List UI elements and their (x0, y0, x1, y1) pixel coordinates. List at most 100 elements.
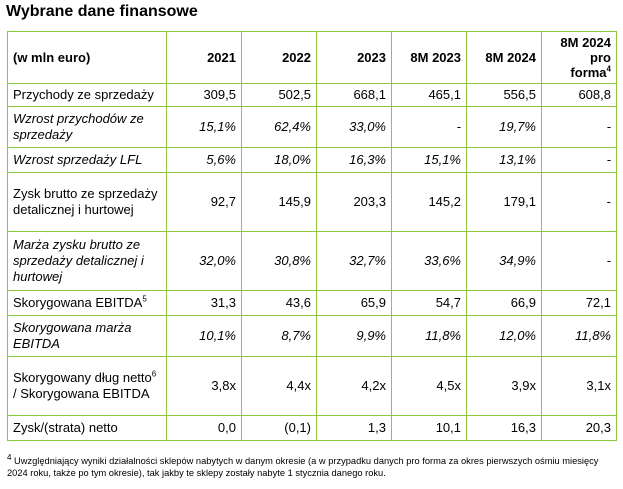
footnote-ref: 6 (151, 369, 157, 379)
table-cell: 0,0 (166, 415, 242, 441)
table-body: Przychody ze sprzedaży 309,5 502,5 668,1 465… (7, 83, 617, 441)
table-cell: 18,0% (241, 147, 317, 173)
row-label-text: Marża zysku brutto ze sprzedaży detalicz… (13, 237, 144, 284)
column-header: 8M 2023 (391, 31, 467, 84)
table-cell: 3,9x (466, 356, 542, 416)
table-cell: 54,7 (391, 290, 467, 316)
row-label-text: Skorygowana EBITDA (13, 295, 143, 310)
column-header-pro-forma: 8M 2024 pro forma4 (541, 31, 617, 84)
table-cell: 92,7 (166, 172, 242, 232)
unit-header: (w mln euro) (7, 31, 167, 84)
row-label-text: Skorygowana marża EBITDA (13, 320, 132, 351)
table-cell: 10,1 (391, 415, 467, 441)
table-row: Wzrost przychodów ze sprzedaży 15,1% 62,4%… (7, 106, 617, 148)
table-cell: 179,1 (466, 172, 542, 232)
column-header: 2022 (241, 31, 317, 84)
table-cell: 12,0% (466, 315, 542, 357)
table-cell: 3,8x (166, 356, 242, 416)
table-cell: 31,3 (166, 290, 242, 316)
table-cell: 32,7% (316, 231, 392, 291)
table-row: Skorygowany dług netto6 / Skorygowana EB… (7, 356, 617, 416)
column-header: 2023 (316, 31, 392, 84)
table-cell: 145,9 (241, 172, 317, 232)
column-header-line1: 8M 2024 (560, 35, 611, 50)
table-cell: 33,0% (316, 106, 392, 148)
table-cell: 9,9% (316, 315, 392, 357)
table-cell: 4,2x (316, 356, 392, 416)
table-header-row: (w mln euro) 2021 2022 2023 8M 2023 8M 2… (7, 31, 617, 84)
row-label: Przychody ze sprzedaży (7, 83, 167, 107)
table-cell: 20,3 (541, 415, 617, 441)
table-cell: 11,8% (541, 315, 617, 357)
table-cell: 15,1% (391, 147, 467, 173)
table-cell: 33,6% (391, 231, 467, 291)
table-cell: 4,4x (241, 356, 317, 416)
table-cell: 8,7% (241, 315, 317, 357)
table-cell: - (541, 147, 617, 173)
column-header: 8M 2024 (466, 31, 542, 84)
table-cell: 556,5 (466, 83, 542, 107)
table-cell: 465,1 (391, 83, 467, 107)
table-cell: 4,5x (391, 356, 467, 416)
row-label: Zysk brutto ze sprzedaży detalicznej i h… (7, 172, 167, 232)
column-header: 2021 (166, 31, 242, 84)
footnote-ref: 4 (606, 64, 611, 74)
table-cell: 30,8% (241, 231, 317, 291)
table-row: Wzrost sprzedaży LFL 5,6% 18,0% 16,3% 15,1% 1… (7, 147, 617, 173)
table-cell: 19,7% (466, 106, 542, 148)
table-cell: 1,3 (316, 415, 392, 441)
table-cell: 66,9 (466, 290, 542, 316)
table-cell: 203,3 (316, 172, 392, 232)
table-row: Skorygowana marża EBITDA 10,1% 8,7% 9,9% 11,… (7, 315, 617, 357)
table-cell: 13,1% (466, 147, 542, 173)
row-label-text: Przychody ze sprzedaży (13, 87, 154, 102)
table-row: Marża zysku brutto ze sprzedaży detalicz… (7, 231, 617, 291)
table-cell: - (541, 106, 617, 148)
table-cell: 16,3% (316, 147, 392, 173)
row-label-text: Zysk brutto ze sprzedaży detalicznej i h… (13, 186, 158, 217)
table-cell: 309,5 (166, 83, 242, 107)
row-label: Skorygowany dług netto6 / Skorygowana EB… (7, 356, 167, 416)
table-cell: 11,8% (391, 315, 467, 357)
table-cell: 15,1% (166, 106, 242, 148)
table-row: Zysk brutto ze sprzedaży detalicznej i h… (7, 172, 617, 232)
table-row: Przychody ze sprzedaży 309,5 502,5 668,1 465… (7, 83, 617, 107)
table-cell: 502,5 (241, 83, 317, 107)
table-cell: - (391, 106, 467, 148)
footnote-ref: 5 (142, 294, 147, 304)
table-cell: 668,1 (316, 83, 392, 107)
table-cell: (0,1) (241, 415, 317, 441)
row-label-text: Wzrost sprzedaży LFL (13, 152, 143, 167)
row-label-tail: / Skorygowana EBITDA (13, 386, 150, 401)
table-cell: 34,9% (466, 231, 542, 291)
row-label: Skorygowana marża EBITDA (7, 315, 167, 357)
row-label: Wzrost sprzedaży LFL (7, 147, 167, 173)
page-title: Wybrane dane finansowe (6, 3, 198, 20)
row-label: Marża zysku brutto ze sprzedaży detalicz… (7, 231, 167, 291)
table-cell: 62,4% (241, 106, 317, 148)
footnote-text: Uwzględniający wyniki działalności sklep… (7, 456, 599, 478)
table-row: Skorygowana EBITDA5 31,3 43,6 65,9 54,7 66,9 7… (7, 290, 617, 316)
table-cell: 145,2 (391, 172, 467, 232)
table-cell: - (541, 231, 617, 291)
table-cell: 10,1% (166, 315, 242, 357)
table-cell: 3,1x (541, 356, 617, 416)
financial-data-table: (w mln euro) 2021 2022 2023 8M 2023 8M 2… (7, 31, 617, 441)
row-label: Skorygowana EBITDA5 (7, 290, 167, 316)
footnote: 4 Uwzględniający wyniki działalności skl… (7, 452, 616, 479)
table-cell: 43,6 (241, 290, 317, 316)
row-label: Zysk/(strata) netto (7, 415, 167, 441)
column-header-line2: pro forma (570, 50, 611, 80)
table-cell: 72,1 (541, 290, 617, 316)
table-cell: 32,0% (166, 231, 242, 291)
row-label-text: Zysk/(strata) netto (13, 420, 118, 435)
table-row: Zysk/(strata) netto 0,0 (0,1) 1,3 10,1 16,3 20… (7, 415, 617, 441)
table-cell: - (541, 172, 617, 232)
table-cell: 608,8 (541, 83, 617, 107)
table-cell: 5,6% (166, 147, 242, 173)
row-label-text: Skorygowany dług netto (13, 370, 152, 385)
table-cell: 16,3 (466, 415, 542, 441)
table-cell: 65,9 (316, 290, 392, 316)
row-label: Wzrost przychodów ze sprzedaży (7, 106, 167, 148)
footnote-marker: 4 (7, 452, 12, 462)
